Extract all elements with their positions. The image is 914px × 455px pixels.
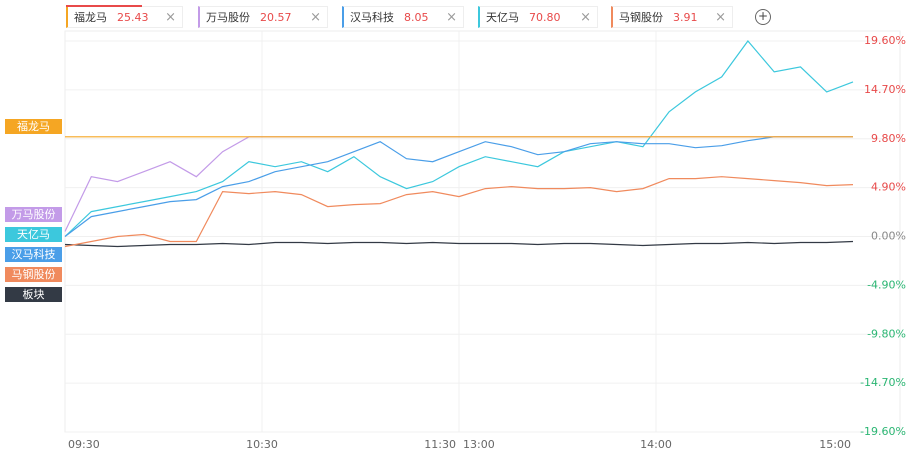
series-label: 天亿马: [5, 227, 62, 242]
stock-name: 福龙马: [74, 11, 107, 24]
series-line: [64, 136, 853, 237]
stock-tab[interactable]: 福龙马 25.43 ×: [66, 5, 183, 28]
stock-name: 马钢股份: [619, 11, 663, 24]
add-button[interactable]: +: [755, 9, 771, 25]
plot-area: [64, 30, 901, 433]
stock-name: 汉马科技: [350, 11, 394, 24]
close-button[interactable]: ×: [715, 9, 726, 25]
series-label: 汉马科技: [5, 247, 62, 262]
series-line: [64, 240, 854, 248]
y-tick-label: 19.60%: [864, 34, 906, 47]
y-tick-label: 9.80%: [871, 132, 906, 145]
stock-price: 70.80: [529, 10, 561, 24]
y-tick-label: 0.00%: [871, 230, 906, 243]
stock-price: 20.57: [260, 10, 292, 24]
stock-tab[interactable]: 天亿马 70.80 ×: [478, 6, 598, 28]
x-tick-label: 11:30: [424, 438, 456, 451]
y-tick-label: -4.90%: [867, 278, 906, 291]
series-label: 马钢股份: [5, 267, 62, 282]
x-tick-label: 14:00: [640, 438, 672, 451]
y-tick-label: 4.90%: [871, 181, 906, 194]
close-button[interactable]: ×: [310, 9, 321, 25]
stock-tab[interactable]: 马钢股份 3.91 ×: [611, 6, 733, 28]
y-tick-label: -19.60%: [860, 425, 906, 438]
series-line: [64, 176, 854, 248]
y-tick-label: 14.70%: [864, 83, 906, 96]
stock-name: 万马股份: [206, 11, 250, 24]
close-button[interactable]: ×: [580, 9, 591, 25]
stock-name: 天亿马: [486, 11, 519, 24]
series-line: [64, 40, 854, 237]
stock-price: 3.91: [673, 10, 698, 24]
close-button[interactable]: ×: [446, 9, 457, 25]
series-label: 万马股份: [5, 207, 62, 222]
x-tick-label: 13:00: [463, 438, 495, 451]
stock-price: 25.43: [117, 10, 149, 24]
stock-tab[interactable]: 万马股份 20.57 ×: [198, 6, 328, 28]
series-label: 福龙马: [5, 119, 62, 134]
series-label: 板块: [5, 287, 62, 302]
stock-tab[interactable]: 汉马科技 8.05 ×: [342, 6, 464, 28]
x-tick-label: 09:30: [68, 438, 100, 451]
x-tick-label: 10:30: [246, 438, 278, 451]
y-tick-label: -9.80%: [867, 327, 906, 340]
stock-price: 8.05: [404, 10, 429, 24]
x-tick-label: 15:00: [819, 438, 851, 451]
close-button[interactable]: ×: [165, 9, 176, 25]
y-tick-label: -14.70%: [860, 376, 906, 389]
